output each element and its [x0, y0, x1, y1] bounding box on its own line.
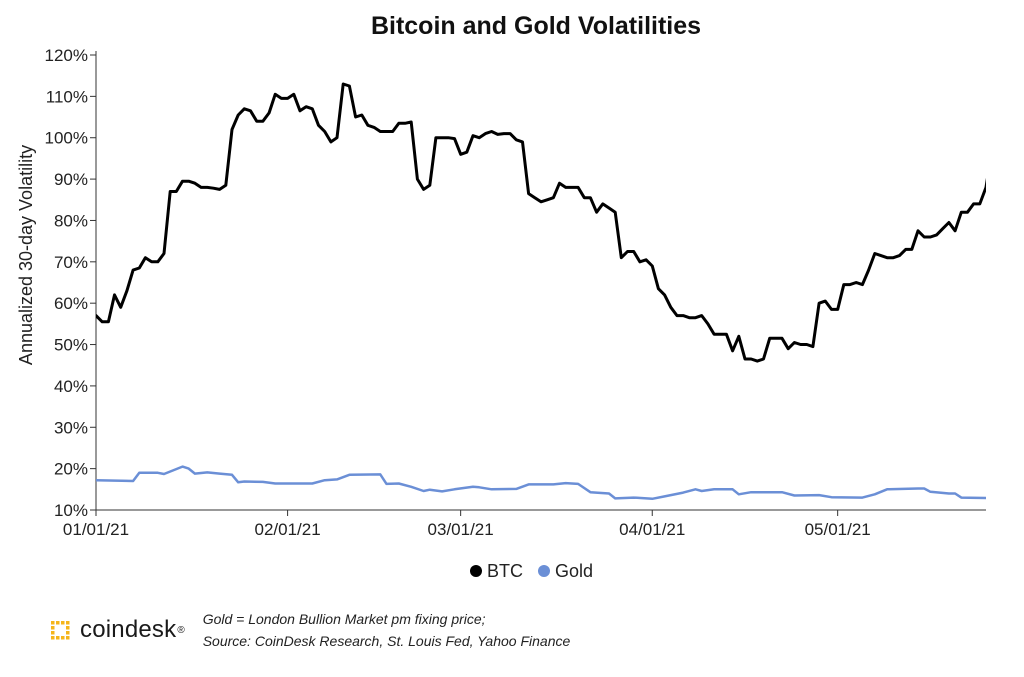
- plot-lines: [96, 82, 986, 501]
- footnote-line-1: Gold = London Bullion Market pm fixing p…: [202, 611, 486, 627]
- x-tick-label: 04/01/21: [619, 520, 685, 539]
- x-tick-label: 01/01/21: [63, 520, 129, 539]
- y-tick-label: 100%: [45, 129, 88, 148]
- x-axis: 01/01/21 02/01/21 03/01/21 04/01/21 05/01/21: [63, 509, 986, 539]
- y-tick-label: 80%: [54, 211, 88, 230]
- logo-text: coindesk: [80, 616, 177, 643]
- y-tick-label: 110%: [46, 87, 88, 106]
- y-tick-label: 40%: [54, 377, 88, 396]
- series-line-btc: [96, 82, 986, 363]
- legend-marker-btc: [470, 565, 482, 577]
- y-tick-label: 70%: [54, 253, 88, 272]
- footer: coindesk ® Gold = London Bullion Market p…: [48, 605, 570, 655]
- coindesk-logo: coindesk ®: [48, 616, 185, 644]
- y-axis-title: Annualized 30-day Volatility: [16, 145, 36, 365]
- chart: Bitcoin and Gold Volatilities Annualized…: [16, 12, 986, 581]
- legend: BTC Gold: [470, 561, 593, 581]
- legend-label-gold: Gold: [555, 561, 593, 581]
- y-tick-label: 50%: [54, 336, 88, 355]
- legend-label-btc: BTC: [487, 561, 523, 581]
- logo-registered-mark: ®: [177, 624, 185, 636]
- footnote-line-2: Source: CoinDesk Research, St. Louis Fed…: [202, 633, 571, 649]
- chart-title: Bitcoin and Gold Volatilities: [371, 12, 701, 40]
- coindesk-logo-icon: [51, 621, 70, 640]
- series-line-gold: [96, 465, 986, 501]
- y-tick-label: 10%: [54, 501, 88, 520]
- x-tick-label: 03/01/21: [428, 520, 494, 539]
- x-tick-label: 02/01/21: [255, 520, 321, 539]
- y-tick-label: 120%: [45, 46, 88, 65]
- legend-marker-gold: [538, 565, 550, 577]
- y-tick-label: 30%: [54, 418, 88, 437]
- x-tick-label: 05/01/21: [805, 520, 871, 539]
- source-notes: Gold = London Bullion Market pm fixing p…: [203, 608, 571, 652]
- y-tick-label: 60%: [54, 294, 88, 313]
- y-tick-label: 20%: [54, 460, 88, 479]
- y-tick-label: 90%: [54, 170, 88, 189]
- y-axis: 10% 20% 30% 40% 50% 60% 70% 80% 90% 100% 110% 120%: [45, 46, 97, 520]
